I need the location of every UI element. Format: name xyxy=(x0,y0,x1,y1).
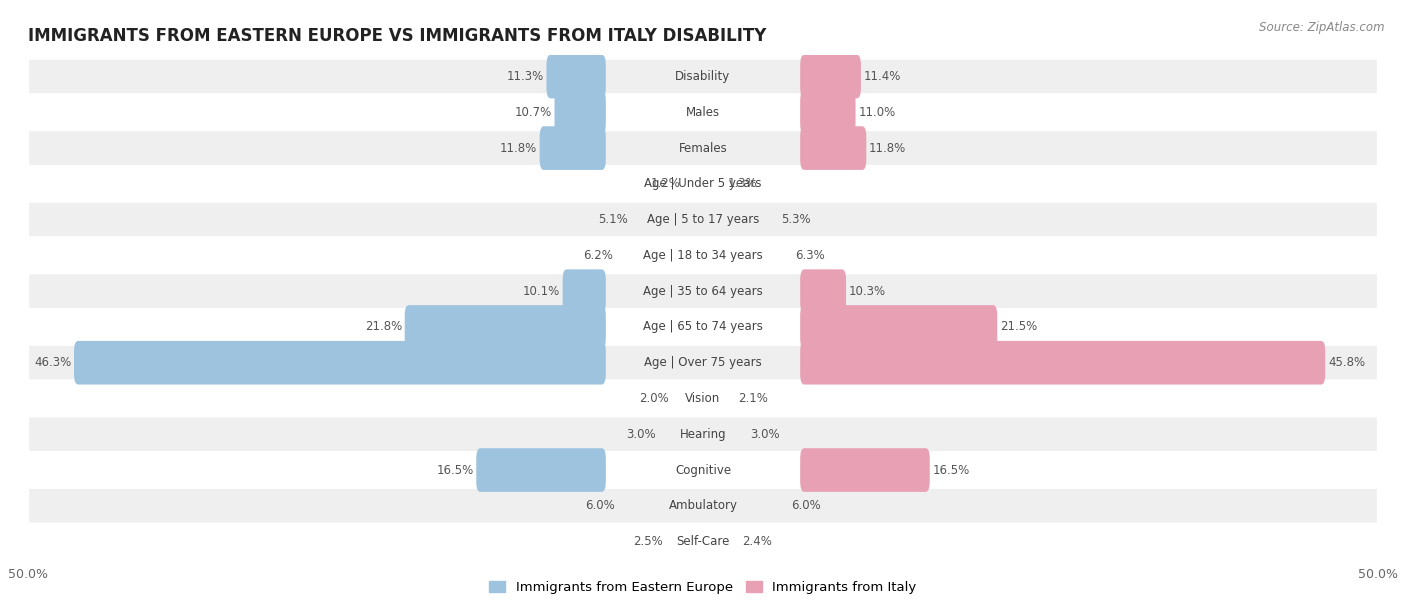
FancyBboxPatch shape xyxy=(800,269,846,313)
FancyBboxPatch shape xyxy=(562,269,606,313)
Text: 2.1%: 2.1% xyxy=(738,392,768,405)
FancyBboxPatch shape xyxy=(540,126,606,170)
Text: Ambulatory: Ambulatory xyxy=(668,499,738,512)
FancyBboxPatch shape xyxy=(28,381,1378,416)
Text: 2.4%: 2.4% xyxy=(742,535,772,548)
Text: 1.2%: 1.2% xyxy=(650,177,681,190)
Text: 2.0%: 2.0% xyxy=(640,392,669,405)
FancyBboxPatch shape xyxy=(28,309,1378,345)
FancyBboxPatch shape xyxy=(28,237,1378,274)
FancyBboxPatch shape xyxy=(28,488,1378,524)
Text: Females: Females xyxy=(679,141,727,155)
Text: 11.8%: 11.8% xyxy=(499,141,537,155)
Text: 1.3%: 1.3% xyxy=(727,177,756,190)
Text: Age | Over 75 years: Age | Over 75 years xyxy=(644,356,762,369)
FancyBboxPatch shape xyxy=(800,54,860,99)
FancyBboxPatch shape xyxy=(800,91,855,134)
FancyBboxPatch shape xyxy=(800,448,929,492)
Text: 6.3%: 6.3% xyxy=(794,249,824,262)
Text: Males: Males xyxy=(686,106,720,119)
FancyBboxPatch shape xyxy=(28,452,1378,488)
Text: Cognitive: Cognitive xyxy=(675,463,731,477)
FancyBboxPatch shape xyxy=(800,341,1326,384)
Text: 6.0%: 6.0% xyxy=(790,499,821,512)
Text: 46.3%: 46.3% xyxy=(34,356,72,369)
Text: Age | 35 to 64 years: Age | 35 to 64 years xyxy=(643,285,763,297)
Text: Hearing: Hearing xyxy=(679,428,727,441)
FancyBboxPatch shape xyxy=(405,305,606,349)
Text: 5.3%: 5.3% xyxy=(782,213,811,226)
Text: 3.0%: 3.0% xyxy=(751,428,780,441)
Text: 6.0%: 6.0% xyxy=(585,499,616,512)
FancyBboxPatch shape xyxy=(75,341,606,384)
Text: 16.5%: 16.5% xyxy=(932,463,970,477)
FancyBboxPatch shape xyxy=(547,54,606,99)
FancyBboxPatch shape xyxy=(28,274,1378,309)
FancyBboxPatch shape xyxy=(554,91,606,134)
Text: Age | 5 to 17 years: Age | 5 to 17 years xyxy=(647,213,759,226)
Text: 21.8%: 21.8% xyxy=(364,321,402,334)
Text: 10.3%: 10.3% xyxy=(849,285,886,297)
FancyBboxPatch shape xyxy=(28,94,1378,130)
FancyBboxPatch shape xyxy=(28,416,1378,452)
Text: 45.8%: 45.8% xyxy=(1327,356,1365,369)
FancyBboxPatch shape xyxy=(28,345,1378,381)
Text: Age | 18 to 34 years: Age | 18 to 34 years xyxy=(643,249,763,262)
Text: 5.1%: 5.1% xyxy=(598,213,627,226)
Text: Self-Care: Self-Care xyxy=(676,535,730,548)
Text: 10.1%: 10.1% xyxy=(523,285,560,297)
Text: Source: ZipAtlas.com: Source: ZipAtlas.com xyxy=(1260,21,1385,34)
FancyBboxPatch shape xyxy=(477,448,606,492)
Text: IMMIGRANTS FROM EASTERN EUROPE VS IMMIGRANTS FROM ITALY DISABILITY: IMMIGRANTS FROM EASTERN EUROPE VS IMMIGR… xyxy=(28,27,766,45)
FancyBboxPatch shape xyxy=(28,202,1378,237)
Text: 11.3%: 11.3% xyxy=(506,70,544,83)
Text: Vision: Vision xyxy=(685,392,721,405)
Text: Age | 65 to 74 years: Age | 65 to 74 years xyxy=(643,321,763,334)
FancyBboxPatch shape xyxy=(28,166,1378,202)
FancyBboxPatch shape xyxy=(28,59,1378,94)
FancyBboxPatch shape xyxy=(800,126,866,170)
Text: 21.5%: 21.5% xyxy=(1000,321,1038,334)
Text: 2.5%: 2.5% xyxy=(633,535,662,548)
FancyBboxPatch shape xyxy=(28,130,1378,166)
Text: 16.5%: 16.5% xyxy=(436,463,474,477)
Legend: Immigrants from Eastern Europe, Immigrants from Italy: Immigrants from Eastern Europe, Immigran… xyxy=(484,576,922,600)
Text: Age | Under 5 years: Age | Under 5 years xyxy=(644,177,762,190)
Text: 11.8%: 11.8% xyxy=(869,141,907,155)
Text: 6.2%: 6.2% xyxy=(582,249,613,262)
FancyBboxPatch shape xyxy=(800,305,997,349)
Text: Disability: Disability xyxy=(675,70,731,83)
FancyBboxPatch shape xyxy=(28,524,1378,559)
Text: 11.0%: 11.0% xyxy=(858,106,896,119)
Text: 3.0%: 3.0% xyxy=(626,428,655,441)
Text: 10.7%: 10.7% xyxy=(515,106,551,119)
Text: 11.4%: 11.4% xyxy=(863,70,901,83)
